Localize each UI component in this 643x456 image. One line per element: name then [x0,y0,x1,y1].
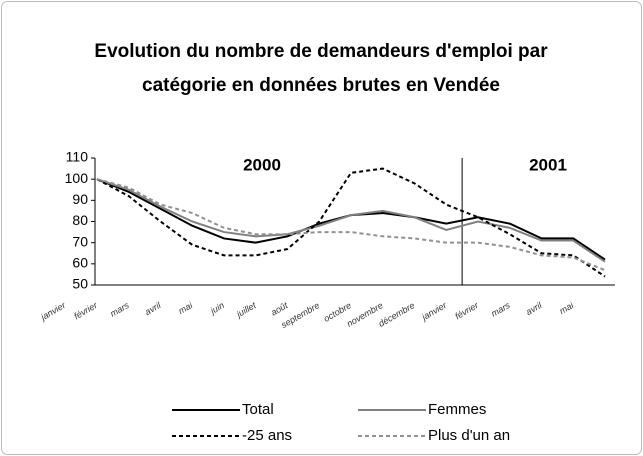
legend-label: -25 ans [242,427,292,444]
y-tick-label: 110 [66,149,89,165]
chart-title: Evolution du nombre de demandeurs d'empl… [94,41,548,62]
y-tick-label: 50 [72,276,88,292]
year-label: 2001 [529,155,567,174]
legend-label: Plus d'un an [428,427,510,444]
chart-title: catégorie en données brutes en Vendée [142,75,500,96]
legend-label: Femmes [428,401,486,418]
y-tick-label: 100 [65,170,89,186]
y-tick-label: 80 [72,212,88,228]
series-line [96,178,606,272]
y-tick-label: 90 [72,191,88,207]
year-label: 2000 [243,155,281,174]
legend-label: Total [242,401,274,418]
y-tick-label: 70 [72,233,88,249]
series-line [96,178,606,263]
y-tick-label: 60 [72,255,88,271]
